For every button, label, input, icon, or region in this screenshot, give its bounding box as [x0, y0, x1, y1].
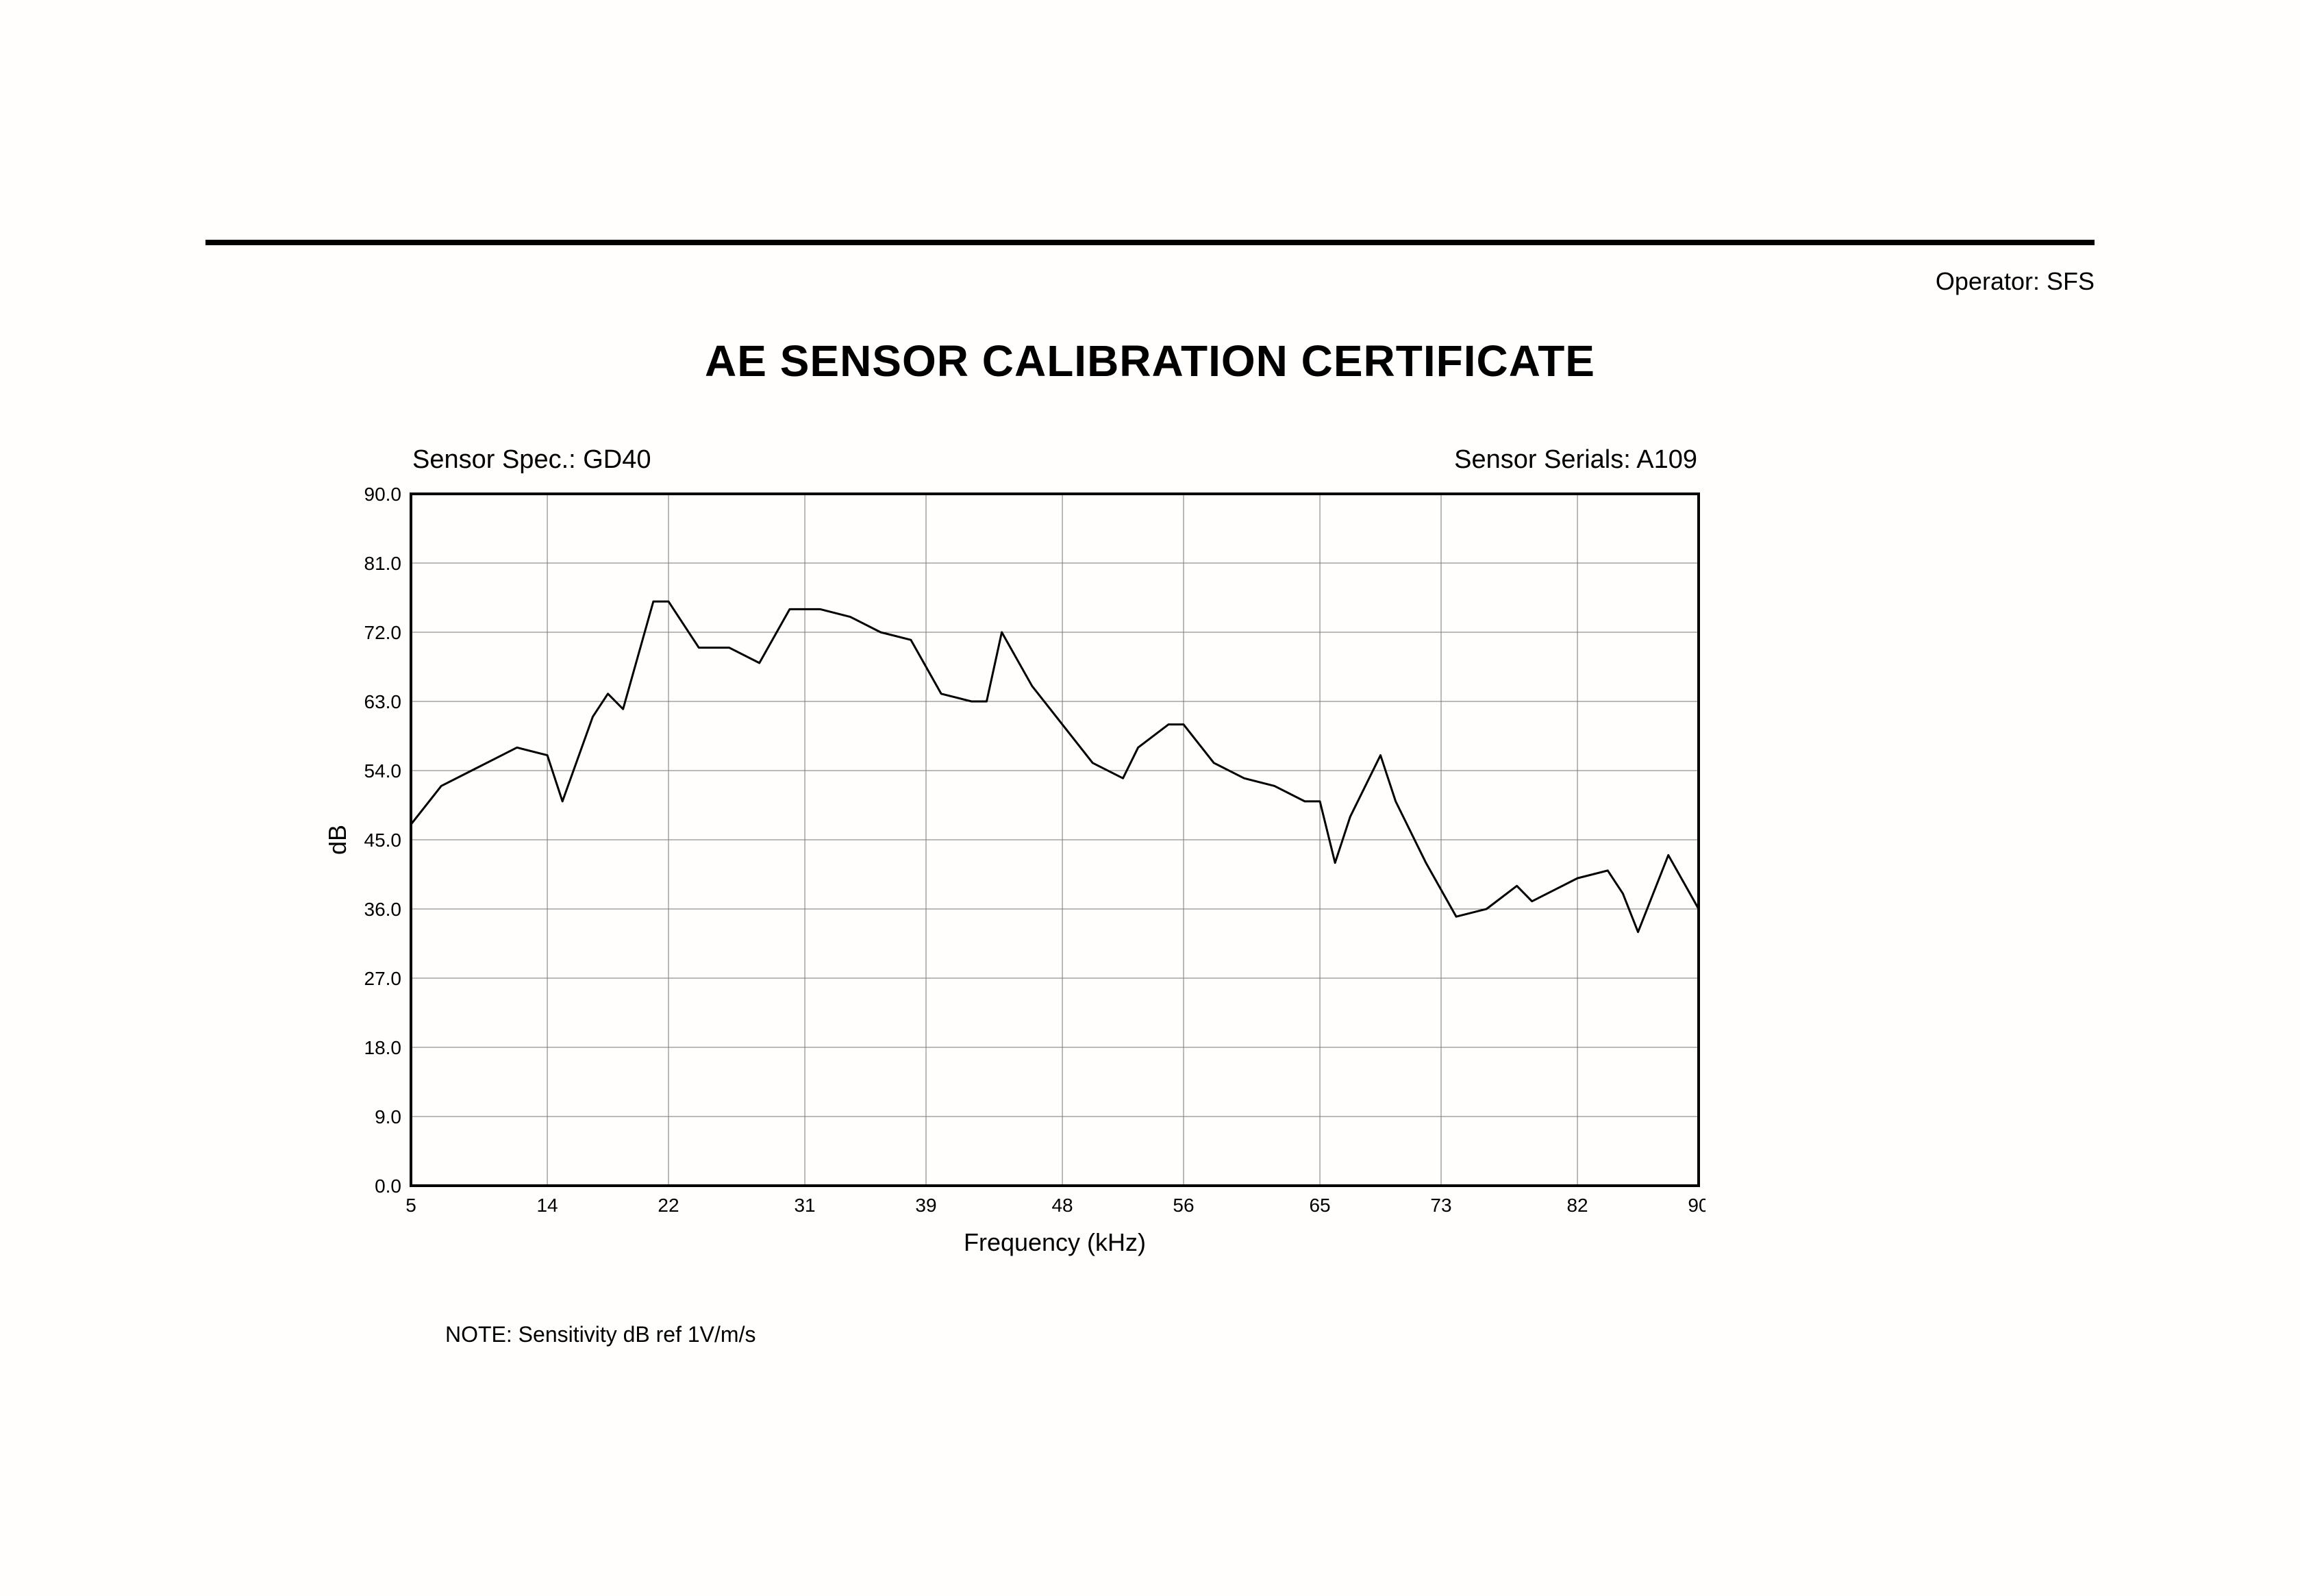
calibration-chart: 5 14 22 31 39 48 56 65 73 82 90 0.0 9.0 18.0 27.0 36.0 4… [329, 487, 1705, 1268]
certificate-page: Operator: SFS AE SENSOR CALIBRATION CERT… [0, 0, 2300, 1596]
svg-text:56: 56 [1173, 1195, 1194, 1216]
svg-text:65: 65 [1309, 1195, 1330, 1216]
header-rule [205, 240, 2095, 245]
svg-text:36.0: 36.0 [364, 899, 402, 920]
svg-text:90.0: 90.0 [364, 487, 402, 505]
sensor-serials-label: Sensor Serials: A109 [1454, 445, 1697, 475]
svg-text:45.0: 45.0 [364, 830, 402, 851]
chart-header-row: Sensor Spec.: GD40 Sensor Serials: A109 [411, 445, 1699, 475]
svg-text:73: 73 [1430, 1195, 1451, 1216]
footnote: NOTE: Sensitivity dB ref 1V/m/s [445, 1322, 755, 1347]
svg-text:0.0: 0.0 [375, 1175, 401, 1197]
svg-text:dB: dB [329, 825, 351, 855]
svg-text:82: 82 [1566, 1195, 1588, 1216]
svg-text:9.0: 9.0 [375, 1106, 401, 1127]
svg-text:14: 14 [536, 1195, 558, 1216]
svg-text:54.0: 54.0 [364, 760, 402, 782]
operator-label: Operator: SFS [1936, 267, 2095, 296]
page-title: AE SENSOR CALIBRATION CERTIFICATE [0, 336, 2300, 386]
chart-container: Sensor Spec.: GD40 Sensor Serials: A109 … [411, 445, 1699, 1268]
svg-text:18.0: 18.0 [364, 1037, 402, 1058]
sensor-spec-label: Sensor Spec.: GD40 [412, 445, 651, 475]
svg-text:90: 90 [1688, 1195, 1705, 1216]
svg-text:39: 39 [915, 1195, 936, 1216]
svg-text:31: 31 [794, 1195, 815, 1216]
svg-text:48: 48 [1051, 1195, 1073, 1216]
svg-text:81.0: 81.0 [364, 553, 402, 574]
svg-text:22: 22 [658, 1195, 679, 1216]
svg-text:Frequency (kHz): Frequency (kHz) [964, 1228, 1146, 1256]
svg-text:72.0: 72.0 [364, 622, 402, 643]
svg-text:63.0: 63.0 [364, 691, 402, 712]
svg-text:5: 5 [405, 1195, 416, 1216]
svg-text:27.0: 27.0 [364, 968, 402, 989]
